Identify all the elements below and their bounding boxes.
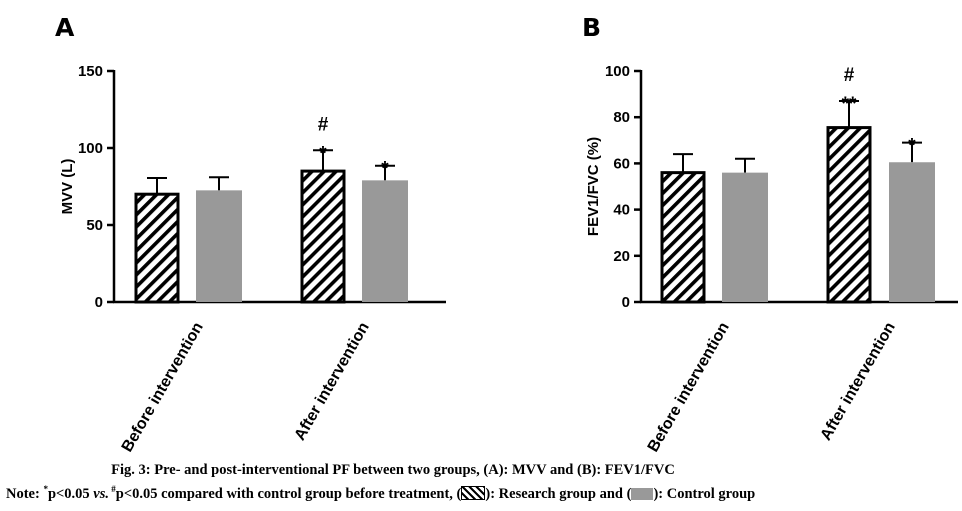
bar-control-after bbox=[889, 162, 935, 302]
note-part3: ): Research group and ( bbox=[485, 485, 632, 502]
significance-star: ** bbox=[842, 94, 857, 115]
bar-research-before bbox=[134, 192, 180, 304]
note-hash-sup: # bbox=[109, 484, 116, 494]
bar-control-after bbox=[362, 180, 408, 302]
y-tick-label-100: 100 bbox=[605, 63, 630, 80]
panel-letter-b: B bbox=[582, 13, 601, 42]
significance-star: * bbox=[319, 143, 327, 164]
category-label-after: After intervention bbox=[291, 320, 372, 444]
figure-note: Note: *p<0.05 vs. #p<0.05 compared with … bbox=[6, 484, 755, 503]
y-tick-label-80: 80 bbox=[613, 109, 630, 126]
y-tick-label-50: 50 bbox=[86, 217, 103, 234]
caption-title: Fig. 3: Pre- and post-interventional PF … bbox=[111, 462, 675, 478]
note-vs: vs. bbox=[93, 485, 109, 502]
category-label-before: Before intervention bbox=[119, 320, 207, 456]
significance-hash: # bbox=[318, 114, 329, 135]
figure: A 0 50 100 150 MVV (L) Before intervention Afte… bbox=[55, 13, 958, 455]
y-tick-label-0: 0 bbox=[95, 294, 103, 311]
y-tick-label-100: 100 bbox=[78, 140, 103, 157]
note-part2: p<0.05 compared with control group befor… bbox=[115, 485, 462, 502]
note-prefix: Note: bbox=[6, 485, 44, 502]
y-axis-title: FEV1/FVC (%) bbox=[585, 137, 602, 236]
significance-star: * bbox=[381, 159, 389, 180]
panel-b-chart: B 0 20 40 60 80 100 FEV1/FVC (%) Before interven… bbox=[582, 13, 958, 455]
bar-research-after bbox=[300, 169, 346, 304]
category-label-after: After intervention bbox=[817, 320, 898, 444]
bar-control-before bbox=[196, 190, 242, 302]
figure-caption: Fig. 3: Pre- and post-interventional PF … bbox=[111, 462, 675, 479]
y-tick-label-0: 0 bbox=[622, 294, 630, 311]
y-axis-title: MVV (L) bbox=[59, 159, 76, 215]
category-label-before: Before intervention bbox=[645, 320, 733, 456]
research-group-swatch bbox=[461, 485, 486, 500]
control-group-swatch bbox=[631, 487, 654, 500]
note-part4: ): Control group bbox=[653, 485, 756, 502]
bar-research-before bbox=[660, 171, 706, 304]
panel-letter-a: A bbox=[55, 13, 75, 42]
y-tick-label-60: 60 bbox=[613, 155, 630, 172]
note-star-sup: * bbox=[43, 484, 48, 494]
bar-control-before bbox=[722, 172, 768, 302]
y-tick-label-20: 20 bbox=[613, 248, 630, 265]
y-tick-label-40: 40 bbox=[613, 202, 630, 219]
bar-research-after bbox=[826, 126, 872, 304]
note-part1: p<0.05 bbox=[47, 485, 94, 502]
significance-hash: # bbox=[844, 65, 855, 86]
significance-star: * bbox=[908, 136, 916, 157]
panel-a-chart: A 0 50 100 150 MVV (L) Before intervention Afte… bbox=[55, 13, 446, 455]
y-tick-label-150: 150 bbox=[78, 63, 103, 80]
